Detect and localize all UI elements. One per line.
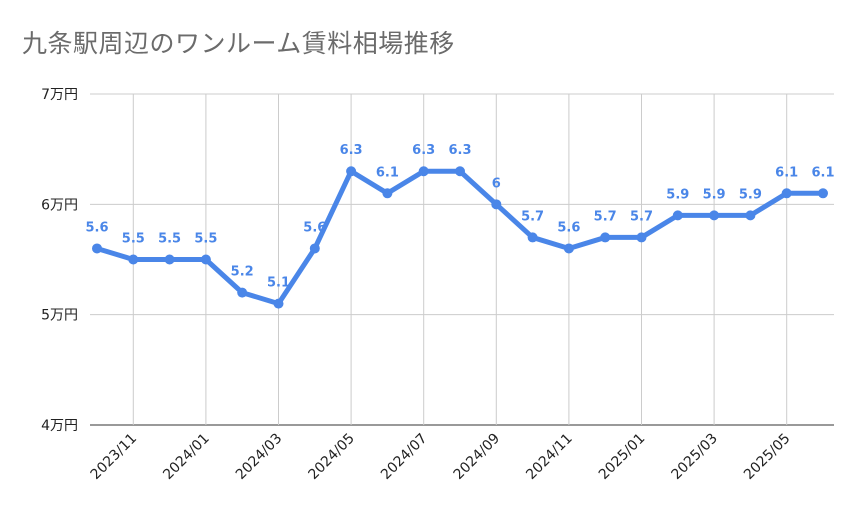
data-point [346,166,357,177]
data-labels-layer: 5.6 5.5 5.5 5.5 5.2 5.1 5.6 6.3 6.1 6.3 6.3 6 5.7 5.6… [85,143,834,290]
data-point [418,166,429,177]
data-point [92,243,102,254]
data-label: 5.7 [521,209,544,224]
x-tick-label: 2025/01 [596,431,648,483]
x-tick-label: 2024/11 [523,431,575,483]
x-tick-label: 2023/11 [88,431,140,483]
data-label: 5.9 [703,187,726,202]
x-tick-label: 2024/09 [451,431,503,483]
data-label: 6.3 [448,143,471,158]
data-label: 5.1 [267,276,290,291]
data-point [636,232,647,243]
data-point [491,199,502,210]
x-tick-label: 2025/05 [741,431,793,483]
data-label: 5.6 [303,220,326,235]
y-tick-label: 6万円 [41,197,78,213]
data-label: 5.6 [85,220,108,235]
data-point [709,210,720,221]
data-point [164,254,175,265]
data-label: 6.1 [775,165,798,180]
grid-lines [90,93,834,426]
data-point [781,188,792,199]
data-point [309,243,320,254]
data-point [818,188,828,199]
series-layer [92,166,828,309]
data-point [382,188,393,199]
data-label: 6 [492,176,501,191]
data-label: 5.2 [231,265,254,280]
data-point [200,254,211,265]
y-tick-label: 5万円 [41,308,78,324]
data-label: 5.6 [557,220,580,235]
x-tick-label: 2025/03 [668,431,720,483]
y-axis-ticks: 7万円 6万円 5万円 4万円 [41,87,78,434]
data-point [128,254,139,265]
x-tick-label: 2024/01 [160,431,212,483]
data-label: 6.1 [811,165,834,180]
x-tick-label: 2024/03 [233,431,285,483]
data-point [237,287,248,298]
chart-title: 九条駅周辺のワンルーム賃料相場推移 [22,29,455,58]
data-point [745,210,756,221]
data-label: 5.7 [630,209,653,224]
data-label: 6.3 [412,143,435,158]
y-tick-label: 4万円 [41,418,78,434]
x-tick-label: 2024/07 [378,431,430,483]
data-point [600,232,611,243]
data-label: 6.3 [340,143,363,158]
data-label: 6.1 [376,165,399,180]
x-axis-ticks: 2023/11 2024/01 2024/03 2024/05 2024/07 2024/… [88,431,794,483]
data-label: 5.9 [666,187,689,202]
data-label: 5.5 [158,232,181,247]
data-label: 5.7 [594,209,617,224]
data-point [527,232,538,243]
data-point [563,243,574,254]
data-point [455,166,465,177]
data-label: 5.5 [122,232,145,247]
data-label: 5.9 [739,187,762,202]
data-point [273,298,284,309]
data-point [672,210,683,221]
y-tick-label: 7万円 [41,87,78,103]
x-tick-label: 2024/05 [305,431,357,483]
data-label: 5.5 [194,232,217,247]
